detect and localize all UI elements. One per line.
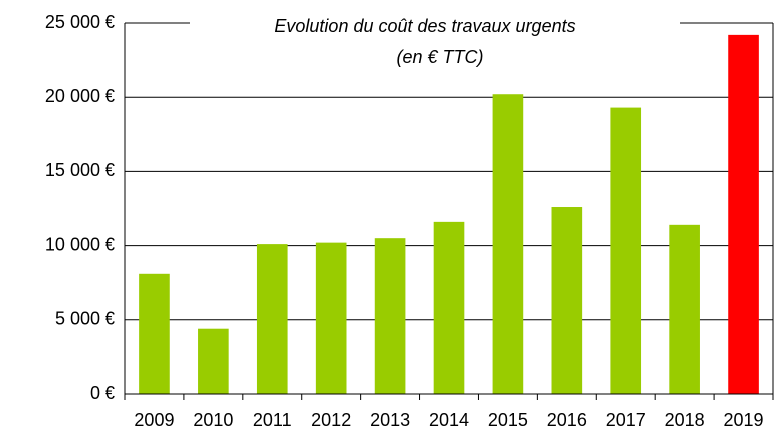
bar xyxy=(610,107,642,394)
x-tick-label: 2012 xyxy=(311,410,351,430)
x-tick-label: 2015 xyxy=(488,410,528,430)
bar xyxy=(315,242,347,394)
bar xyxy=(198,328,229,394)
y-tick-label: 5 000 € xyxy=(55,309,115,329)
y-tick-label: 0 € xyxy=(90,383,115,403)
x-tick-label: 2016 xyxy=(547,410,587,430)
x-tick-label: 2013 xyxy=(370,410,410,430)
y-tick-label: 15 000 € xyxy=(45,160,115,180)
bar xyxy=(374,238,406,394)
x-tick-label: 2014 xyxy=(429,410,469,430)
bar xyxy=(551,207,583,394)
x-tick-label: 2018 xyxy=(665,410,705,430)
x-tick-label: 2011 xyxy=(253,410,292,430)
chart-subtitle: (en € TTC) xyxy=(396,47,483,67)
y-tick-label: 25 000 € xyxy=(45,12,115,32)
x-tick-label: 2019 xyxy=(724,410,764,430)
title-background xyxy=(190,8,680,72)
chart-title: Evolution du coût des travaux urgents xyxy=(274,16,575,36)
x-tick-label: 2017 xyxy=(606,410,646,430)
bar xyxy=(669,224,700,394)
bar xyxy=(256,244,288,394)
y-tick-label: 20 000 € xyxy=(45,86,115,106)
bar xyxy=(139,273,170,394)
x-tick-label: 2010 xyxy=(193,410,233,430)
bar xyxy=(433,221,465,394)
bar xyxy=(728,34,759,394)
y-tick-label: 10 000 € xyxy=(45,234,115,254)
bar xyxy=(492,94,524,395)
x-tick-label: 2009 xyxy=(134,410,174,430)
